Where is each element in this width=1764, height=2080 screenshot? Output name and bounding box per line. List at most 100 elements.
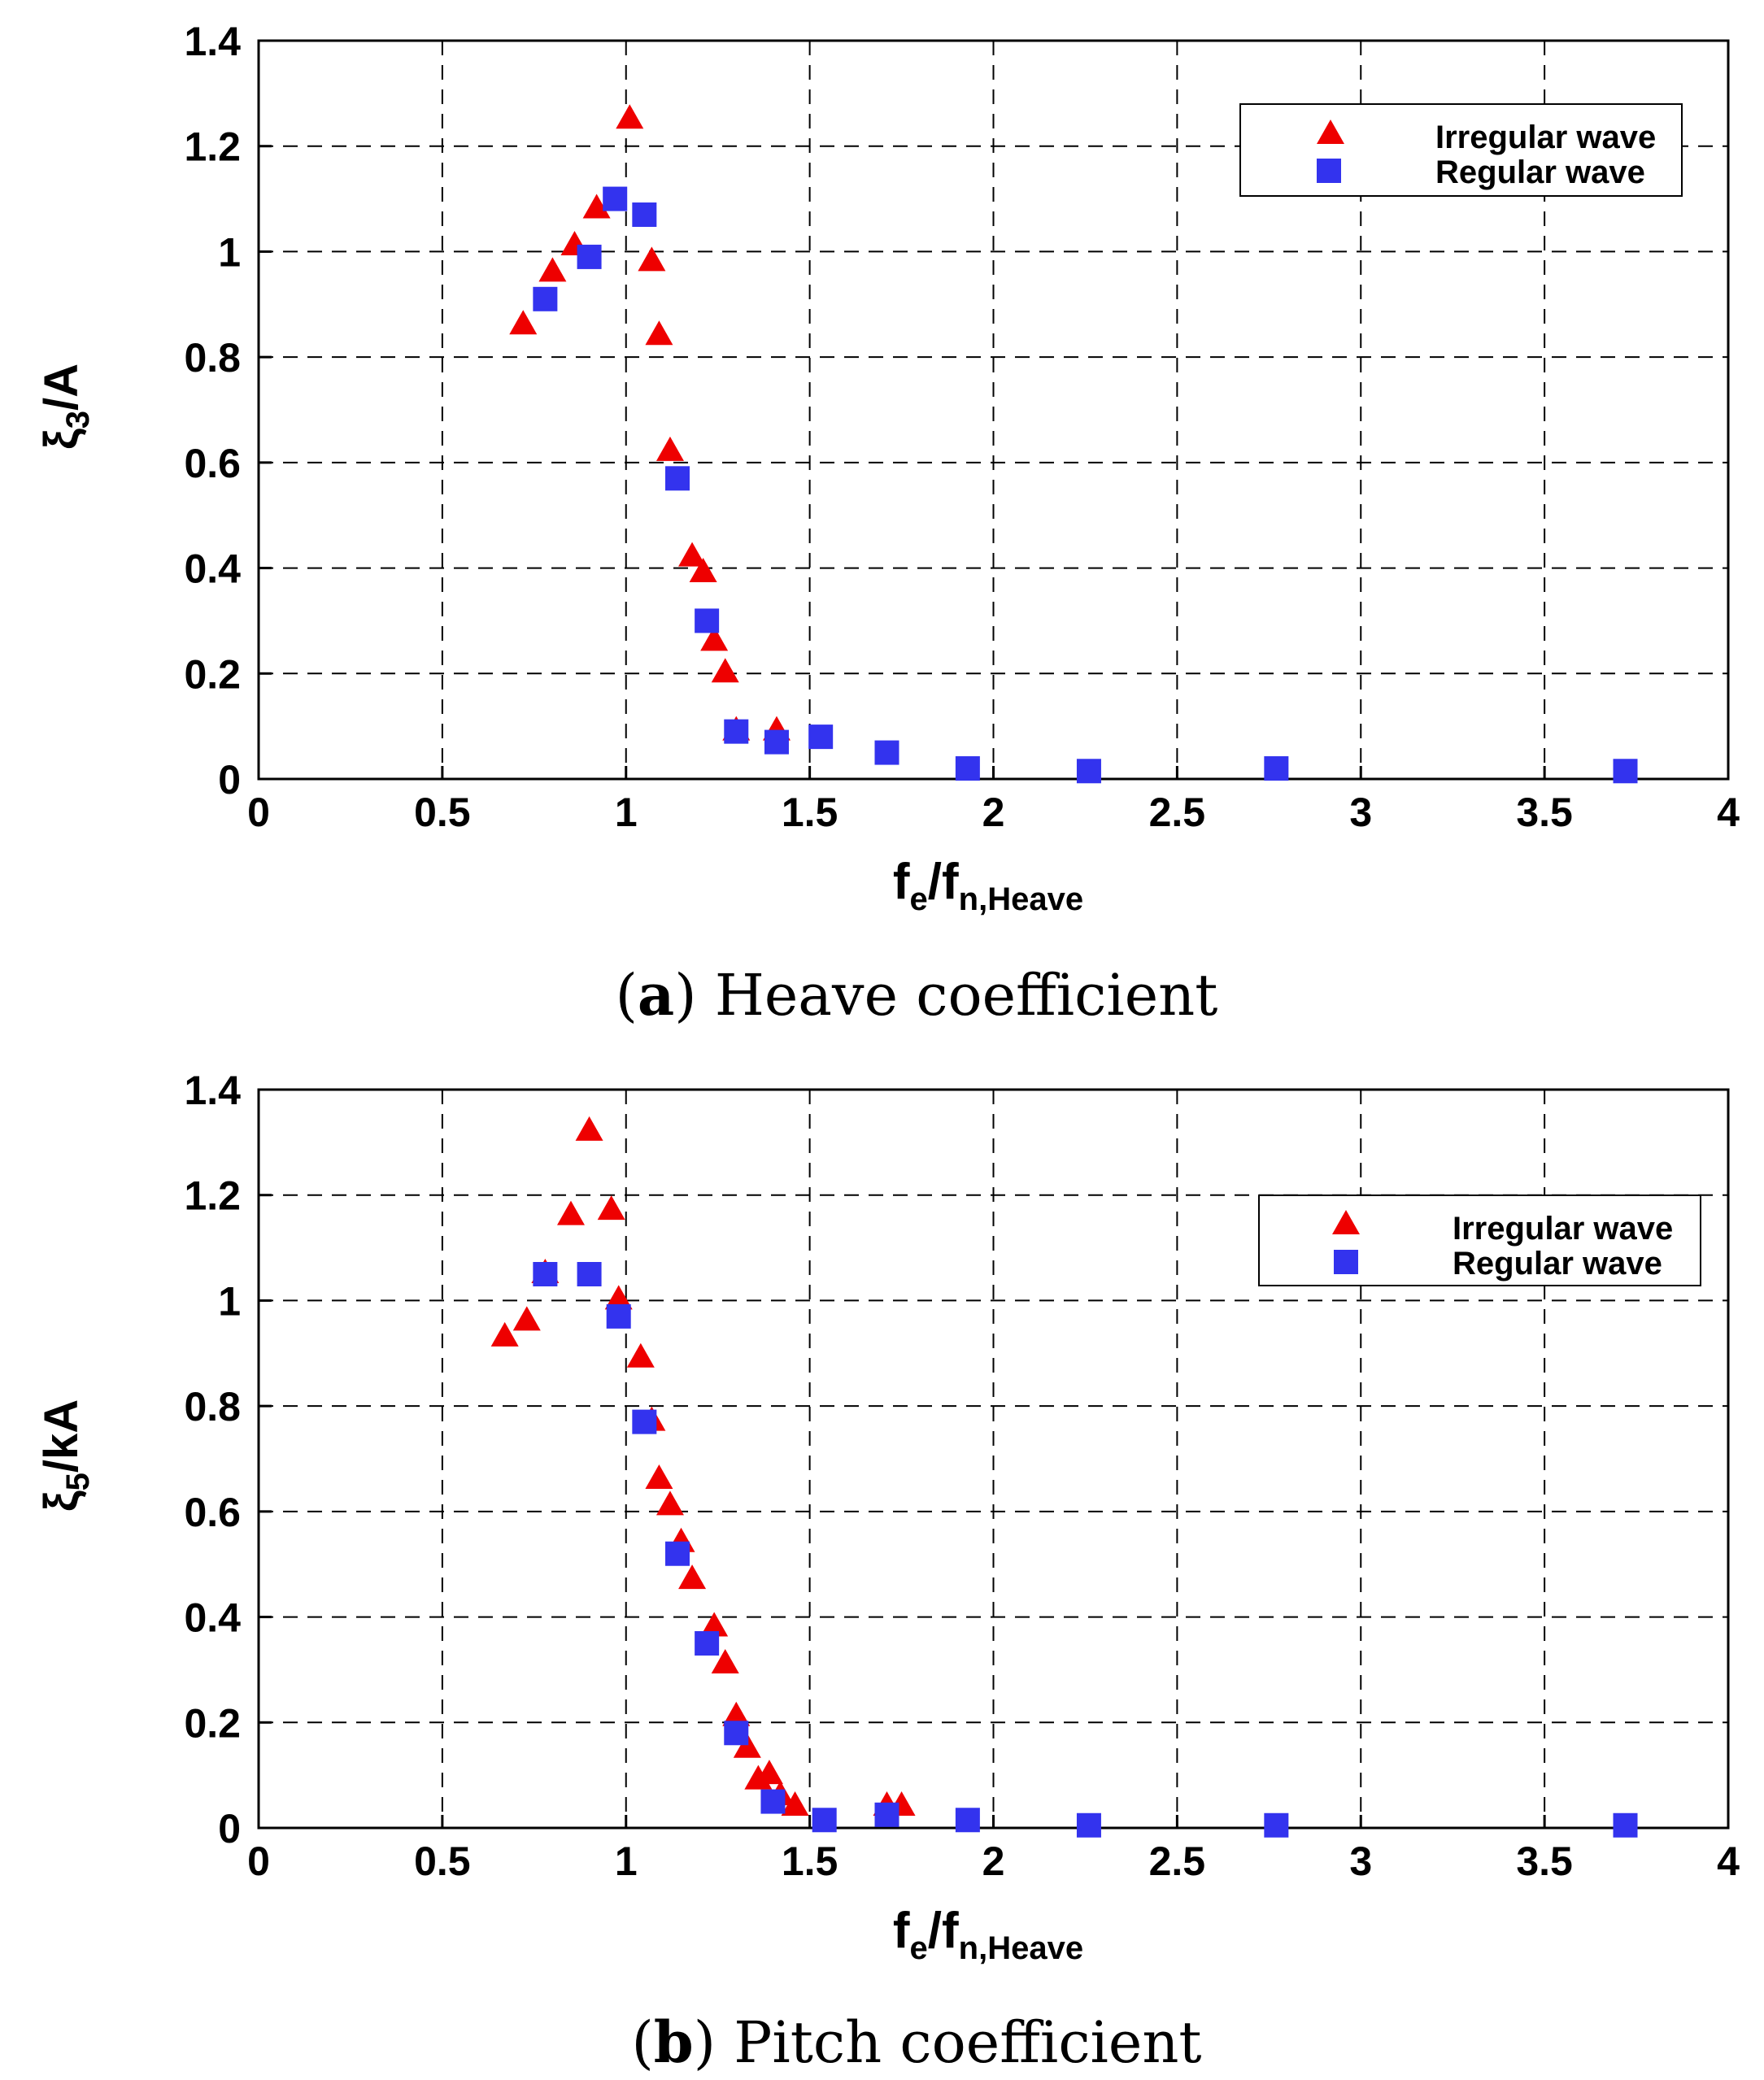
panel-b-legend: Irregular wave Regular wave bbox=[1258, 1194, 1701, 1286]
panel-a-xtick-label: 0.5 bbox=[414, 790, 471, 835]
panel-a-irregular-point bbox=[645, 320, 673, 346]
panel-b-irregular-point bbox=[556, 1200, 585, 1225]
panel-a-ytick-label: 1.4 bbox=[184, 19, 241, 64]
panel-b-irregular-point bbox=[575, 1116, 603, 1141]
panel-b-regular-point bbox=[760, 1789, 786, 1814]
panel-a-regular-point bbox=[724, 719, 749, 744]
panel-a-ytick-label: 0.2 bbox=[184, 651, 241, 697]
panel-b-xtick-label: 0 bbox=[247, 1838, 270, 1884]
panel-b-caption: (b) Pitch coefficient bbox=[631, 2008, 1201, 2076]
panel-a-regular-point bbox=[632, 202, 657, 228]
panel-b-xtick-label: 0.5 bbox=[414, 1838, 471, 1884]
panel-a-irregular-point bbox=[638, 246, 666, 272]
panel-a-irregular-point bbox=[656, 436, 684, 461]
panel-a-regular-point bbox=[577, 244, 602, 269]
panel-b-markers bbox=[490, 1116, 1638, 1838]
panel-b-regular-point bbox=[1613, 1812, 1638, 1838]
panel-b: 0 0.5 1 1.5 2 2.5 3 3.5 4 0 0.2 0.4 0.6 0.8 1 1.2 1.4 Ir… bbox=[35, 1068, 1740, 2076]
panel-b-regular-point bbox=[606, 1303, 631, 1329]
panel-b-ytick-label: 0.8 bbox=[184, 1384, 241, 1429]
panel-b-regular-point bbox=[632, 1409, 657, 1434]
panel-a-ytick-label: 0 bbox=[218, 757, 241, 803]
panel-a-ytick-label: 1 bbox=[218, 229, 241, 275]
panel-a-markers bbox=[509, 104, 1638, 784]
panel-b-regular-point bbox=[812, 1808, 837, 1833]
panel-b-regular-point bbox=[577, 1262, 602, 1286]
panel-b-irregular-point bbox=[700, 1612, 729, 1637]
panel-a-xtick-label: 4 bbox=[1717, 790, 1740, 835]
panel-b-irregular-point bbox=[781, 1791, 809, 1817]
panel-b-grid bbox=[259, 1090, 1728, 1828]
panel-a: 0 0.5 1 1.5 2 2.5 3 3.5 4 0 0.2 0.4 0.6 0.8 1 1.2 1.4 Ir… bbox=[35, 19, 1740, 1029]
panel-a-xlabel: fe/fn,Heave bbox=[893, 854, 1083, 917]
panel-a-legend-regular: Regular wave bbox=[1435, 154, 1645, 190]
panel-b-irregular-point bbox=[490, 1321, 519, 1347]
panel-b-regular-point bbox=[874, 1802, 899, 1827]
panel-a-irregular-point bbox=[711, 658, 739, 683]
panel-a-ytick-label: 0.8 bbox=[184, 335, 241, 381]
panel-b-legend-irregular: Irregular wave bbox=[1453, 1211, 1673, 1247]
panel-a-regular-point bbox=[955, 756, 980, 781]
panel-b-irregular-point bbox=[626, 1342, 655, 1368]
panel-a-ticks: 0 0.5 1 1.5 2 2.5 3 3.5 4 0 0.2 0.4 0.6 0.8 1 1.2 1.4 bbox=[184, 19, 1740, 835]
panel-b-xtick-label: 3.5 bbox=[1516, 1838, 1573, 1884]
panel-a-regular-point bbox=[1264, 756, 1289, 781]
panel-b-xtick-label: 4 bbox=[1717, 1838, 1740, 1884]
panel-b-legend-triangle-icon bbox=[1332, 1210, 1360, 1234]
panel-b-ytick-label: 0.6 bbox=[184, 1490, 241, 1535]
panel-b-legend-box bbox=[1258, 1194, 1701, 1286]
panel-a-legend-irregular: Irregular wave bbox=[1435, 120, 1656, 155]
panel-a-xtick-label: 1.5 bbox=[782, 790, 838, 835]
panel-b-regular-point bbox=[955, 1808, 980, 1833]
panel-a-regular-point bbox=[1613, 759, 1638, 784]
panel-a-irregular-point bbox=[678, 542, 707, 567]
panel-b-ytick-label: 0 bbox=[218, 1806, 241, 1852]
panel-b-xtick-label: 2 bbox=[982, 1838, 1005, 1884]
panel-b-regular-point bbox=[724, 1721, 749, 1746]
panel-a-ytick-label: 0.4 bbox=[184, 546, 241, 592]
panel-a-irregular-point bbox=[582, 194, 611, 219]
panel-b-xlabel: fe/fn,Heave bbox=[893, 1903, 1083, 1966]
panel-b-regular-point bbox=[695, 1631, 720, 1656]
panel-b-legend-square-icon bbox=[1334, 1250, 1358, 1274]
panel-a-regular-point bbox=[874, 740, 899, 765]
panel-b-xtick-label: 1.5 bbox=[782, 1838, 838, 1884]
panel-a-legend-box bbox=[1239, 103, 1683, 197]
panel-b-ytick-label: 1 bbox=[218, 1278, 241, 1324]
panel-a-caption: (a) Heave coefficient bbox=[616, 961, 1218, 1029]
panel-b-ytick-label: 1.2 bbox=[184, 1173, 241, 1219]
panel-b-ytick-label: 1.4 bbox=[184, 1068, 241, 1113]
panel-a-ylabel: ξ3/A bbox=[35, 363, 96, 450]
panel-b-regular-point bbox=[664, 1541, 690, 1566]
panel-a-regular-point bbox=[533, 286, 558, 311]
panel-a-irregular-point bbox=[616, 104, 644, 129]
panel-b-ytick-label: 0.2 bbox=[184, 1700, 241, 1746]
panel-b-irregular-point bbox=[755, 1760, 783, 1785]
panel-a-regular-point bbox=[664, 466, 690, 491]
panel-a-xtick-label: 2.5 bbox=[1149, 790, 1206, 835]
panel-a-xtick-label: 2 bbox=[982, 790, 1005, 835]
panel-a-xtick-label: 3.5 bbox=[1516, 790, 1573, 835]
panel-a-xtick-label: 3 bbox=[1349, 790, 1372, 835]
panel-b-irregular-point bbox=[512, 1306, 541, 1331]
panel-a-irregular-point bbox=[700, 626, 729, 651]
panel-b-irregular-point bbox=[678, 1564, 707, 1590]
panel-b-legend-regular: Regular wave bbox=[1453, 1246, 1662, 1282]
panel-b-irregular-point bbox=[597, 1195, 625, 1221]
panel-b-irregular-point bbox=[645, 1464, 673, 1489]
panel-a-irregular-point bbox=[538, 257, 567, 282]
panel-a-legend-triangle-icon bbox=[1317, 120, 1344, 144]
panel-a-ytick-label: 1.2 bbox=[184, 124, 241, 170]
panel-a-irregular-point bbox=[689, 558, 717, 583]
panel-b-irregular-point bbox=[711, 1648, 739, 1673]
panel-b-ylabel: ξ5/kA bbox=[35, 1399, 96, 1512]
panel-b-xtick-label: 2.5 bbox=[1149, 1838, 1206, 1884]
panel-a-regular-point bbox=[764, 729, 789, 755]
panel-a-regular-point bbox=[1076, 759, 1101, 784]
panel-b-irregular-point bbox=[722, 1701, 751, 1726]
panel-a-regular-point bbox=[695, 608, 720, 633]
panel-a-xtick-label: 1 bbox=[615, 790, 638, 835]
panel-a-regular-point bbox=[808, 725, 834, 750]
panel-b-regular-point bbox=[1076, 1812, 1101, 1838]
